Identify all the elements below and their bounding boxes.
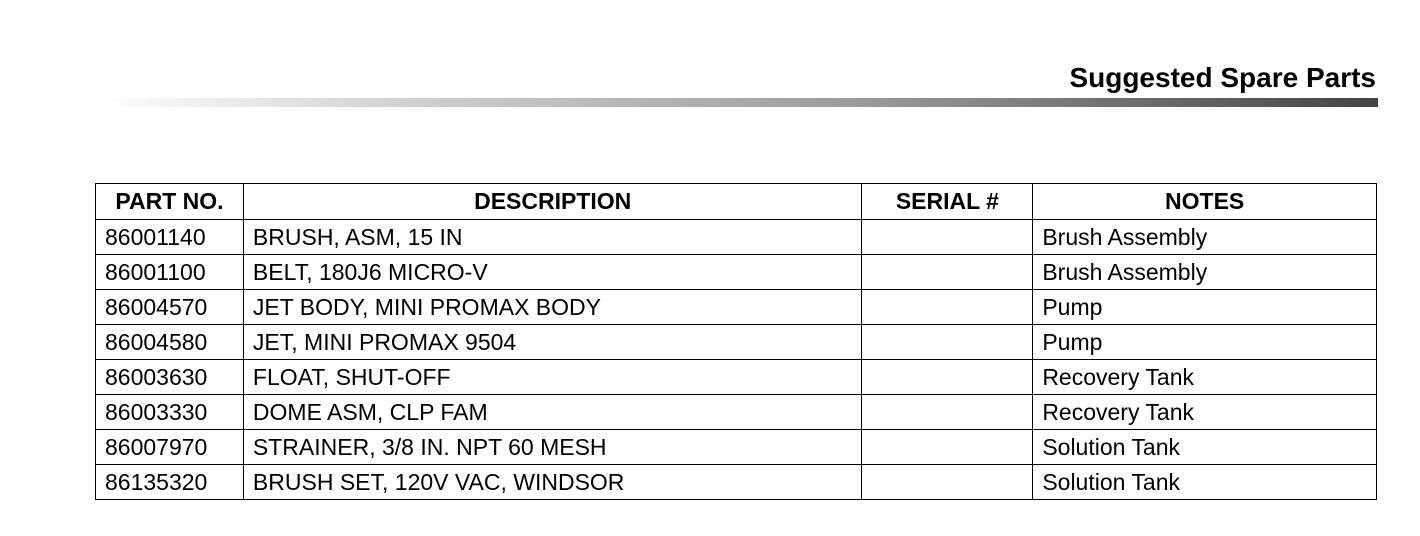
description-cell: FLOAT, SHUT-OFF	[242, 359, 863, 395]
serial-cell	[861, 359, 1034, 395]
table-row: 86004580 JET, MINI PROMAX 9504 Pump	[95, 324, 1377, 360]
description-cell: BRUSH, ASM, 15 IN	[242, 219, 863, 255]
part-no-cell: 86004580	[95, 324, 244, 360]
table-row: 86001140 BRUSH, ASM, 15 IN Brush Assembly	[95, 219, 1377, 255]
notes-cell: Solution Tank	[1032, 464, 1377, 500]
table-row: 86004570 JET BODY, MINI PROMAX BODY Pump	[95, 289, 1377, 325]
notes-cell: Pump	[1032, 324, 1377, 360]
part-no-cell: 86001100	[95, 254, 244, 290]
serial-cell	[861, 394, 1034, 430]
column-header-serial: SERIAL #	[861, 183, 1034, 220]
table-row: 86003630 FLOAT, SHUT-OFF Recovery Tank	[95, 359, 1377, 395]
serial-cell	[861, 219, 1034, 255]
serial-cell	[861, 324, 1034, 360]
description-cell: BRUSH SET, 120V VAC, WINDSOR	[242, 464, 863, 500]
column-header-description: DESCRIPTION	[242, 183, 863, 220]
description-cell: JET BODY, MINI PROMAX BODY	[242, 289, 863, 325]
part-no-cell: 86001140	[95, 219, 244, 255]
description-cell: JET, MINI PROMAX 9504	[242, 324, 863, 360]
part-no-cell: 86003630	[95, 359, 244, 395]
serial-cell	[861, 289, 1034, 325]
table-row: 86003330 DOME ASM, CLP FAM Recovery Tank	[95, 394, 1377, 430]
serial-cell	[861, 254, 1034, 290]
notes-cell: Pump	[1032, 289, 1377, 325]
serial-cell	[861, 464, 1034, 500]
table-row: 86001100 BELT, 180J6 MICRO-V Brush Assembl…	[95, 254, 1377, 290]
table-row: 86135320 BRUSH SET, 120V VAC, WINDSOR Solu…	[95, 464, 1377, 500]
table-header-row: PART NO. DESCRIPTION SERIAL # NOTES	[95, 183, 1377, 220]
part-no-cell: 86135320	[95, 464, 244, 500]
notes-cell: Brush Assembly	[1032, 254, 1377, 290]
page-title: Suggested Spare Parts	[1069, 62, 1376, 93]
part-no-cell: 86007970	[95, 429, 244, 465]
description-cell: BELT, 180J6 MICRO-V	[242, 254, 863, 290]
column-header-part-no: PART NO.	[95, 183, 244, 220]
description-cell: DOME ASM, CLP FAM	[242, 394, 863, 430]
title-gradient-rule	[95, 98, 1378, 107]
serial-cell	[861, 429, 1034, 465]
notes-cell: Solution Tank	[1032, 429, 1377, 465]
part-no-cell: 86003330	[95, 394, 244, 430]
notes-cell: Brush Assembly	[1032, 219, 1377, 255]
spare-parts-table: PART NO. DESCRIPTION SERIAL # NOTES 8600…	[95, 183, 1377, 500]
notes-cell: Recovery Tank	[1032, 394, 1377, 430]
column-header-notes: NOTES	[1032, 183, 1377, 220]
table-row: 86007970 STRAINER, 3/8 IN. NPT 60 MESH Sol…	[95, 429, 1377, 465]
notes-cell: Recovery Tank	[1032, 359, 1377, 395]
part-no-cell: 86004570	[95, 289, 244, 325]
description-cell: STRAINER, 3/8 IN. NPT 60 MESH	[242, 429, 863, 465]
